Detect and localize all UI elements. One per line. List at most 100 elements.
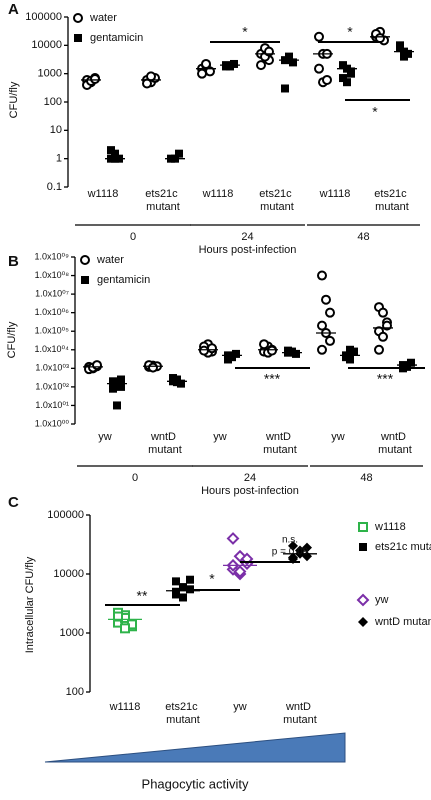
- annotation: **: [137, 588, 148, 604]
- panel-letter: C: [8, 494, 19, 511]
- legend-label: water: [89, 12, 117, 24]
- legend-label: w1118: [374, 521, 406, 533]
- group-label: 48: [357, 231, 369, 243]
- annotation: *: [372, 104, 378, 120]
- data-point: [317, 270, 327, 281]
- data-point: [289, 58, 297, 67]
- label-line: ets21c: [165, 701, 200, 713]
- x-tick-label: yw: [213, 431, 227, 443]
- y-tick-label: 100000: [47, 509, 84, 521]
- x-tick-label: ets21c mutant: [374, 188, 409, 213]
- legend-label: ets21c mutant: [375, 541, 431, 553]
- y-tick-label: 1000: [38, 68, 62, 80]
- x-tick-label: yw: [233, 701, 247, 713]
- label-line: ets21c: [145, 188, 180, 200]
- data-point: [317, 344, 327, 355]
- y-tick-label: 1.0x10⁰¹: [35, 400, 69, 410]
- y-tick-label: 1.0x10⁰²: [35, 381, 69, 391]
- x-tick-label: w1118: [87, 188, 119, 200]
- data-point: [90, 73, 100, 84]
- activity-wedge: [44, 732, 346, 763]
- legend-label: gentamicin: [90, 32, 143, 44]
- data-point: [325, 335, 335, 346]
- data-point: [148, 362, 158, 373]
- label-line: wntD: [380, 431, 409, 443]
- annotation: p = 0.09: [272, 547, 309, 558]
- group-label: 0: [132, 472, 138, 484]
- label-line: mutant: [263, 444, 297, 456]
- data-point: [109, 384, 117, 393]
- data-point: [256, 60, 266, 71]
- label-line: wntD: [285, 701, 314, 713]
- legend-label: water: [96, 254, 124, 266]
- data-point: [113, 401, 121, 410]
- y-tick-label: 1: [56, 153, 62, 165]
- data-point: [396, 41, 404, 50]
- data-point: [222, 62, 230, 71]
- label-line: ets21c: [259, 188, 294, 200]
- annotation: *: [242, 24, 248, 40]
- legend-marker: [81, 276, 89, 284]
- data-point: [232, 349, 240, 358]
- y-tick-label: 1.0x10⁰⁴: [35, 344, 70, 354]
- x-axis-label: Hours post-infection: [199, 244, 297, 256]
- data-point: [117, 382, 125, 391]
- group-label: 48: [360, 472, 372, 484]
- annotation: ***: [377, 371, 394, 387]
- legend-marker: [359, 543, 367, 551]
- y-tick-label: 1.0x10⁰⁸: [35, 270, 70, 280]
- data-point: [226, 532, 240, 545]
- y-tick-label: 1000: [60, 627, 84, 639]
- data-point: [314, 63, 324, 74]
- data-point: [347, 67, 355, 76]
- data-point: [259, 339, 269, 350]
- data-point: [197, 68, 207, 79]
- annotation: *: [347, 24, 353, 40]
- data-point: [342, 353, 350, 362]
- data-point: [281, 84, 289, 93]
- y-tick-label: 1.0x10⁰⁰: [35, 418, 70, 428]
- y-tick-label: 1.0x10⁰⁶: [35, 307, 70, 317]
- data-point: [179, 583, 187, 592]
- data-point: [374, 344, 384, 355]
- data-point: [117, 375, 125, 384]
- x-axis-label: Hours post-infection: [201, 485, 299, 497]
- legend-marker: [80, 255, 90, 265]
- data-point: [285, 54, 293, 63]
- annotation: n.s.: [282, 535, 298, 546]
- data-point: [378, 331, 388, 342]
- y-tick-label: 1.0x10⁰⁵: [35, 326, 70, 336]
- y-tick-label: 10: [50, 124, 62, 136]
- group-label: 24: [241, 231, 253, 243]
- x-tick-label: ets21c mutant: [145, 188, 180, 213]
- label-line: mutant: [146, 201, 180, 213]
- label-line: wntD: [265, 431, 294, 443]
- annotation: ***: [264, 371, 281, 387]
- data-point: [317, 320, 327, 331]
- legend-label: gentamicin: [97, 274, 150, 286]
- y-tick-label: 1.0x10⁰³: [35, 363, 69, 373]
- data-point: [224, 355, 232, 364]
- data-point: [407, 358, 415, 367]
- data-point: [378, 307, 388, 318]
- data-point: [321, 294, 331, 305]
- group-label: 24: [244, 472, 256, 484]
- data-point: [322, 74, 332, 85]
- x-tick-label: wntD mutant: [148, 431, 182, 456]
- legend-marker: [74, 34, 82, 42]
- data-point: [314, 31, 324, 42]
- data-point: [343, 78, 351, 87]
- legend-marker: [73, 13, 83, 23]
- y-axis-label: CFU/fly: [8, 81, 20, 118]
- y-axis-label: Intracellular CFU/fly: [24, 556, 36, 653]
- data-point: [92, 360, 102, 371]
- data-point: [173, 378, 181, 387]
- data-point: [267, 345, 277, 356]
- x-tick-label: w1118: [202, 188, 234, 200]
- annotation: *: [209, 571, 215, 587]
- data-point: [175, 149, 183, 158]
- data-point: [302, 542, 312, 553]
- data-point: [146, 71, 156, 82]
- label-line: mutant: [148, 444, 182, 456]
